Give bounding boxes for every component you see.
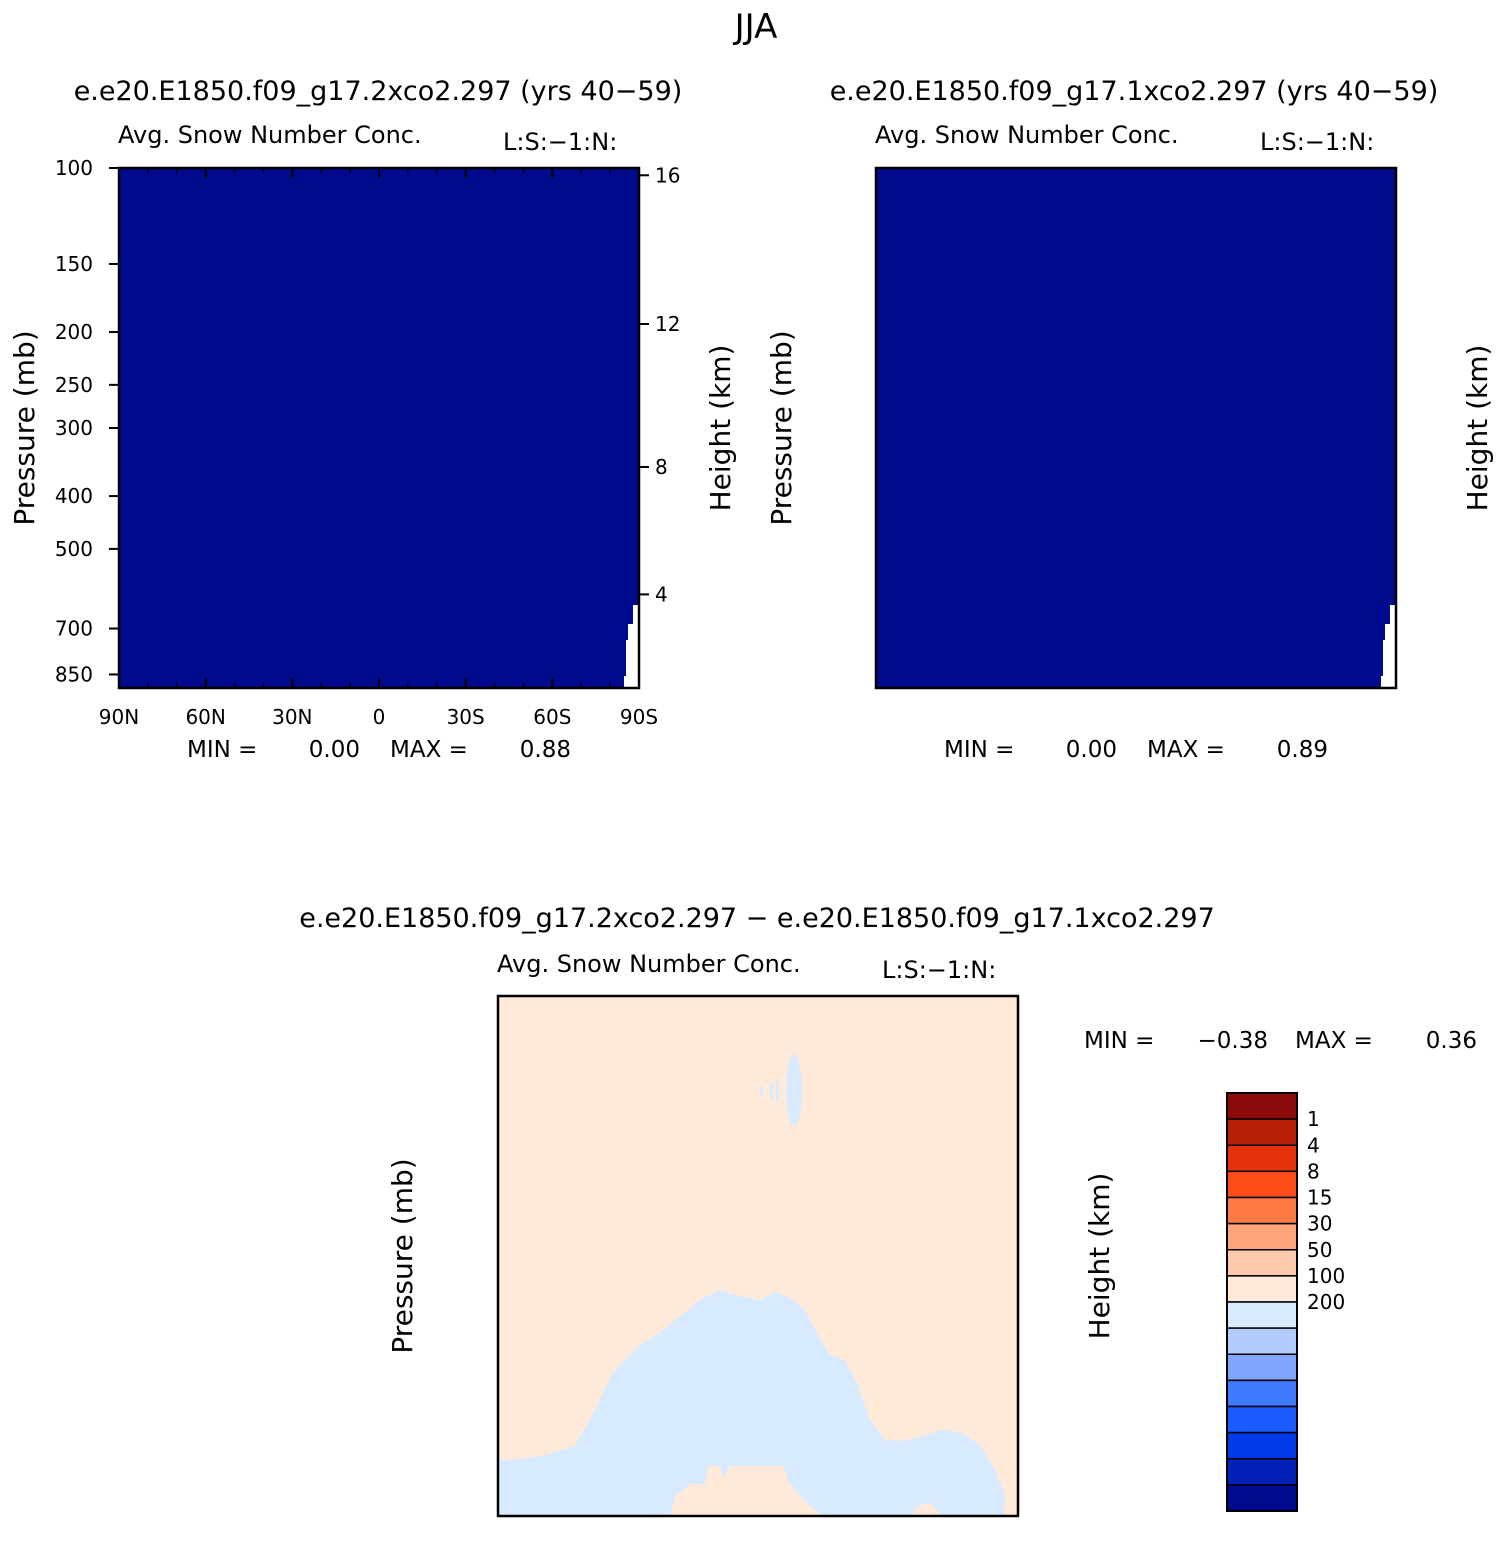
panel-difference-y-label: Pressure (mb)	[386, 1158, 419, 1353]
colorbar-label: 100	[1307, 1264, 1345, 1288]
panel-1xco2-plot-area	[876, 168, 1396, 688]
panel-2xco2-min-value: 0.00	[309, 737, 360, 763]
colorbar-box	[1226, 1092, 1298, 1120]
panel-1xco2-y-label: Pressure (mb)	[765, 330, 798, 525]
y2-tick-label: 16	[655, 163, 680, 187]
panel-difference-max-label: MAX =	[1295, 1028, 1373, 1054]
colorbar-box	[1226, 1118, 1298, 1146]
panel-difference-variable: Avg. Snow Number Conc.	[497, 950, 801, 978]
panel-2xco2-y-label: Pressure (mb)	[8, 330, 41, 525]
panel-difference-x-axis: 90N 60N 30N 0 30S 60S 90S	[99, 168, 658, 729]
colorbar-box	[1226, 1301, 1298, 1329]
y-tick-label: 100	[55, 156, 93, 180]
panel-difference-max-value: 0.36	[1426, 1028, 1477, 1054]
colorbar-label: 200	[1307, 1290, 1345, 1314]
panel-2xco2-min-label: MIN =	[187, 737, 257, 763]
x-tick-label: 90N	[99, 705, 139, 729]
panel-1xco2-min-label: MIN =	[944, 737, 1014, 763]
colorbar-box	[1226, 1405, 1298, 1434]
y2-tick-label: 8	[655, 455, 668, 479]
colorbar-box	[1226, 1379, 1298, 1408]
panel-difference-negative-region	[498, 1290, 1005, 1516]
colorbar-box	[1226, 1458, 1298, 1486]
panel-1xco2: e.e20.E1850.f09_g17.1xco2.297 (yrs 40−59…	[765, 76, 1494, 763]
panel-1xco2-y2-label: Height (km)	[1461, 345, 1494, 512]
y-tick-label: 850	[55, 662, 93, 686]
panel-1xco2-subtitle: e.e20.E1850.f09_g17.1xco2.297 (yrs 40−59…	[830, 76, 1439, 107]
colorbar-label: 30	[1307, 1212, 1332, 1236]
panel-2xco2-max-label: MAX =	[390, 737, 468, 763]
x-tick-label: 30S	[447, 705, 485, 729]
colorbar-box	[1226, 1431, 1298, 1460]
season-title: JJA	[733, 7, 778, 47]
y-tick-label: 150	[55, 252, 93, 276]
panel-difference-positive-bump	[670, 1466, 824, 1516]
panel-difference-y2-label: Height (km)	[1083, 1173, 1116, 1340]
panel-difference-y2-axis: 16 12 8 4	[639, 163, 680, 606]
panel-2xco2-y2-label: Height (km)	[704, 345, 737, 512]
x-tick-label: 0	[373, 705, 386, 729]
panel-difference: e.e20.E1850.f09_g17.2xco2.297 − e.e20.E1…	[55, 156, 1477, 1518]
colorbar-box	[1226, 1196, 1298, 1225]
y-tick-label: 300	[55, 416, 93, 440]
panel-2xco2-units-note: L:S:−1:N:	[503, 128, 617, 156]
colorbar-label: 15	[1307, 1186, 1332, 1210]
panel-2xco2-max-value: 0.88	[520, 737, 571, 763]
colorbar-label: 4	[1307, 1133, 1320, 1157]
panel-1xco2-blank-region	[1381, 605, 1396, 688]
panel-difference-min-value: −0.38	[1198, 1028, 1268, 1054]
panel-difference-positive-bump-60s	[912, 1503, 942, 1516]
x-tick-label: 60N	[185, 705, 225, 729]
panel-1xco2-max-label: MAX =	[1147, 737, 1225, 763]
panel-1xco2-units-note: L:S:−1:N:	[1260, 128, 1374, 156]
panel-difference-y-axis: 100 150 200 250 300 400 500 700 850	[55, 156, 119, 686]
colorbar-box	[1226, 1353, 1298, 1382]
colorbar-box	[1226, 1327, 1298, 1355]
colorbar-label: 50	[1307, 1238, 1332, 1262]
colorbar-box	[1226, 1249, 1298, 1277]
panel-difference-subtitle: e.e20.E1850.f09_g17.2xco2.297 − e.e20.E1…	[299, 903, 1215, 934]
panel-1xco2-variable: Avg. Snow Number Conc.	[875, 121, 1179, 149]
colorbar-box	[1226, 1144, 1298, 1173]
x-tick-label: 30N	[272, 705, 312, 729]
colorbar-box	[1226, 1275, 1298, 1303]
y-tick-label: 250	[55, 373, 93, 397]
y-tick-label: 200	[55, 320, 93, 344]
y2-tick-label: 12	[655, 312, 680, 336]
colorbar-label: 1	[1307, 1107, 1320, 1131]
x-tick-label: 90S	[620, 705, 658, 729]
panel-1xco2-max-value: 0.89	[1277, 737, 1328, 763]
colorbar-box	[1226, 1170, 1298, 1199]
y2-tick-label: 4	[655, 582, 668, 606]
panel-2xco2-plot-area	[119, 168, 639, 688]
panel-2xco2: e.e20.E1850.f09_g17.2xco2.297 (yrs 40−59…	[8, 76, 737, 763]
panel-difference-min-label: MIN =	[1084, 1028, 1154, 1054]
colorbar-box	[1226, 1222, 1298, 1251]
colorbar-box	[1226, 1484, 1298, 1512]
panel-difference-negative-cell	[786, 1054, 802, 1126]
y-tick-label: 400	[55, 484, 93, 508]
y-tick-label: 700	[55, 617, 93, 641]
panel-2xco2-variable: Avg. Snow Number Conc.	[118, 121, 422, 149]
x-tick-label: 60S	[533, 705, 571, 729]
y-tick-label: 500	[55, 537, 93, 561]
panel-difference-units-note: L:S:−1:N:	[882, 956, 996, 984]
panel-2xco2-blank-region	[624, 605, 639, 688]
colorbar-label: 8	[1307, 1159, 1320, 1183]
panel-1xco2-min-value: 0.00	[1066, 737, 1117, 763]
panel-2xco2-subtitle: e.e20.E1850.f09_g17.2xco2.297 (yrs 40−59…	[74, 76, 683, 107]
